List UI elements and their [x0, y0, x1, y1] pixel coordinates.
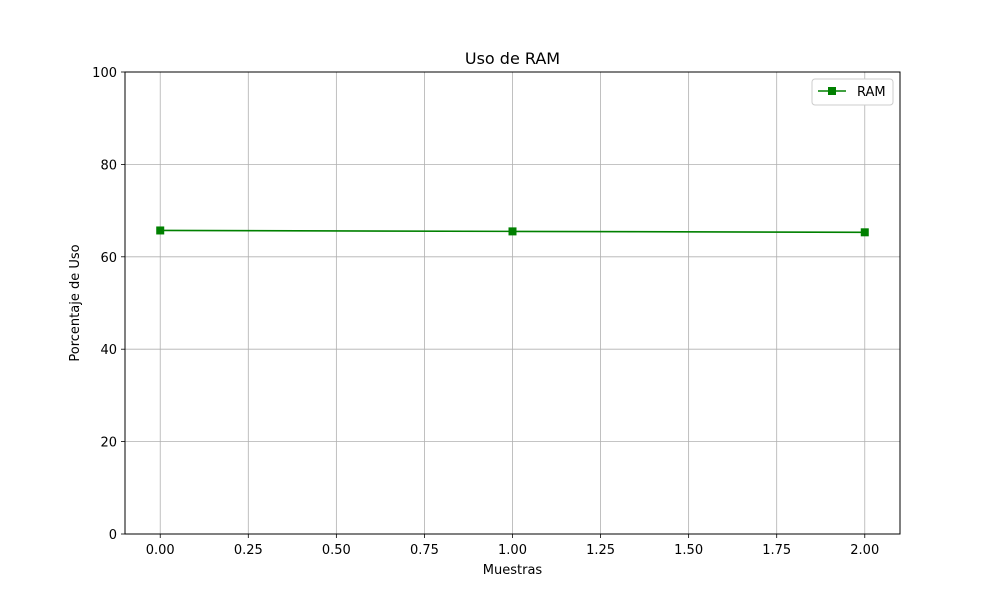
legend-marker [828, 87, 836, 95]
data-point [156, 226, 165, 235]
x-tick-label: 0.00 [146, 543, 175, 558]
legend-label-ram: RAM [857, 85, 886, 100]
y-tick-label: 0 [109, 528, 117, 543]
x-axis-label: Muestras [483, 563, 543, 578]
y-tick-label: 60 [100, 251, 117, 266]
ticks: 0.00 0.25 0.50 0.75 1.00 1.25 1.50 1.75 2.00 0 20 4… [92, 66, 879, 558]
x-tick-label: 1.50 [674, 543, 703, 558]
x-tick-label: 2.00 [850, 543, 879, 558]
data-point [508, 227, 517, 236]
grid [125, 71, 900, 535]
y-tick-label: 20 [100, 436, 117, 451]
y-tick-label: 80 [100, 158, 117, 173]
x-tick-label: 0.75 [410, 543, 439, 558]
y-axis-label: Porcentaje de Uso [68, 244, 83, 361]
legend: RAM [811, 78, 894, 106]
x-tick-label: 0.25 [234, 543, 263, 558]
x-tick-label: 1.25 [586, 543, 615, 558]
legend-box [811, 78, 894, 106]
x-tick-label: 1.75 [762, 543, 791, 558]
data-point [860, 228, 869, 237]
y-tick-label: 100 [92, 66, 117, 81]
x-tick-label: 0.50 [322, 543, 351, 558]
chart-title: Uso de RAM [465, 49, 560, 68]
y-tick-label: 40 [100, 343, 117, 358]
series-layer [156, 226, 869, 237]
x-tick-label: 1.00 [498, 543, 527, 558]
